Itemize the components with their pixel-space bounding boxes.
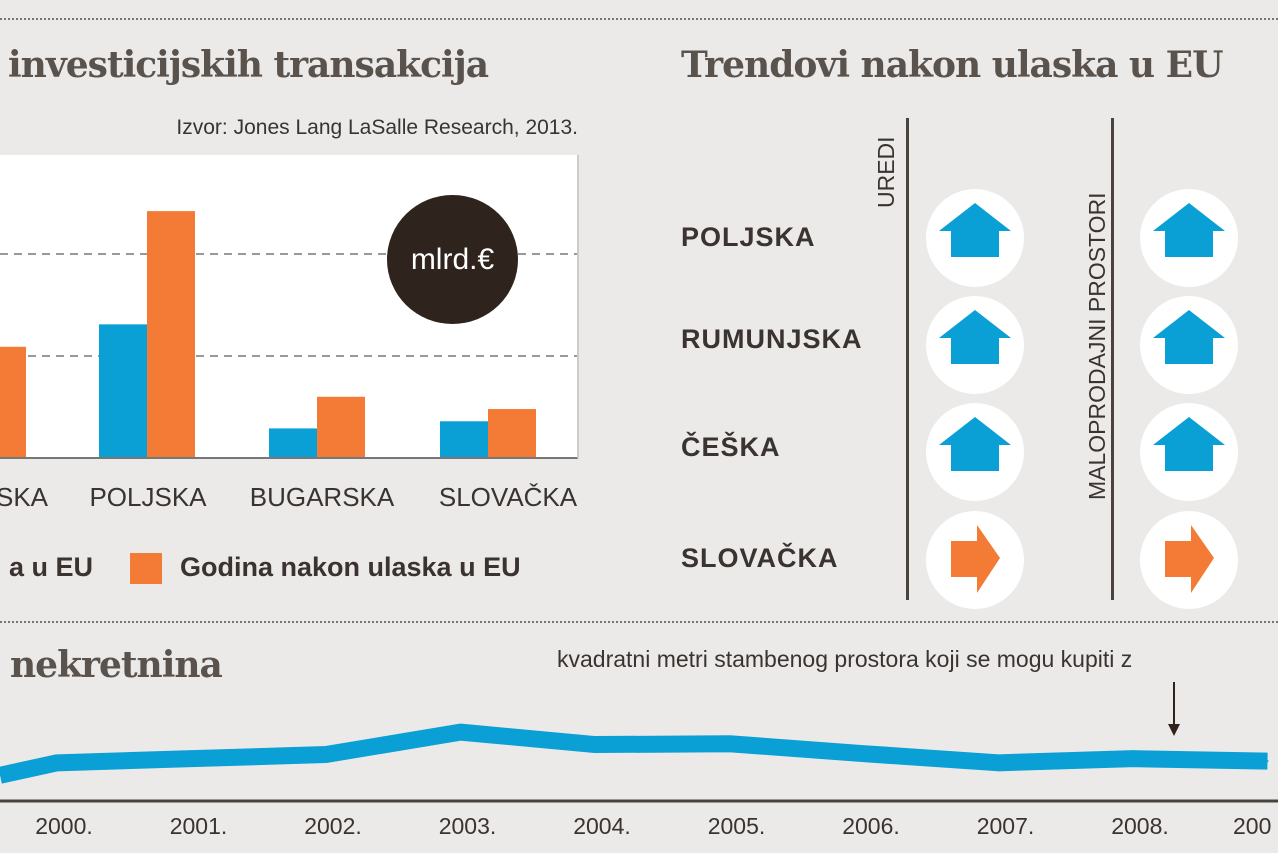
- category-label: BUGARSKA: [249, 482, 395, 512]
- arrow-up-icon: [1153, 417, 1225, 471]
- line-chart: [0, 682, 1278, 803]
- year-tick-label: 2005.: [707, 813, 766, 839]
- line-point: [728, 742, 731, 745]
- category-label: SKA: [0, 482, 49, 512]
- country-label: SLOVAČKA: [681, 543, 839, 573]
- trend-circle: [926, 511, 1024, 609]
- bar-before: [99, 324, 147, 458]
- line-point: [997, 761, 1000, 764]
- bar-chart: [0, 155, 579, 459]
- year-tick-label: 2004.: [573, 813, 631, 839]
- bar-after: [0, 346, 26, 458]
- year-tick-label: 2001.: [169, 813, 228, 839]
- trends-title: Trendovi nakon ulaska u EU: [681, 44, 1223, 86]
- uredi-divider: [906, 118, 909, 600]
- bar-after: [317, 396, 365, 458]
- trend-circle: [1140, 189, 1238, 287]
- category-label: SLOVAČKA: [438, 482, 578, 512]
- year-tick-label: 2006.: [842, 813, 900, 839]
- maloprodajni-divider: [1111, 118, 1114, 600]
- arrow-right-icon: [1165, 525, 1214, 593]
- category-label: POLJSKA: [89, 482, 207, 512]
- legend-after-swatch: [130, 553, 162, 584]
- year-tick-label: 2008.: [1111, 813, 1169, 839]
- section-divider: [0, 621, 1278, 623]
- bar-after: [488, 409, 536, 458]
- top-divider: [0, 18, 1278, 20]
- trend-circle: [926, 189, 1024, 287]
- line-point: [459, 731, 462, 734]
- country-label: RUMUNJSKA: [681, 324, 863, 354]
- trend-circle: [926, 296, 1024, 394]
- arrow-right-icon: [951, 525, 1000, 593]
- arrow-up-icon: [939, 310, 1011, 364]
- line-series: [0, 723, 1268, 784]
- country-label: ČEŠKA: [681, 432, 781, 462]
- line-point: [594, 743, 596, 746]
- trend-circle: [926, 403, 1024, 501]
- year-tick-label: 2007.: [976, 813, 1035, 839]
- country-label: POLJSKA: [681, 222, 816, 252]
- line-point: [1266, 760, 1269, 763]
- line-point: [863, 752, 865, 755]
- trend-circle: [1140, 403, 1238, 501]
- arrow-up-icon: [1153, 203, 1225, 257]
- column-header-uredi: UREDI: [873, 136, 899, 208]
- bar-after: [147, 211, 195, 458]
- unit-badge-text: mlrd.€: [410, 242, 495, 276]
- arrow-up-icon: [939, 203, 1011, 257]
- annotation-arrow-head: [1168, 724, 1180, 736]
- year-tick-label: 200: [1233, 813, 1272, 839]
- trend-circle: [1140, 296, 1238, 394]
- line-point: [56, 761, 58, 764]
- year-tick-label: 2003.: [438, 813, 497, 839]
- bar-before: [440, 421, 488, 458]
- arrow-up-icon: [939, 417, 1011, 471]
- legend-after-label: Godina nakon ulaska u EU: [180, 552, 521, 582]
- year-tick-label: 2002.: [304, 813, 362, 839]
- unit-badge: mlrd.€: [387, 195, 518, 324]
- source-note: Izvor: Jones Lang LaSalle Research, 2013…: [176, 116, 578, 139]
- trend-circle: [1140, 511, 1238, 609]
- bar-before: [269, 428, 317, 458]
- line-annotation: kvadratni metri stambenog prostora koji …: [557, 646, 1133, 672]
- column-header-maloprodajni: MALOPRODAJNI PROSTORI: [1084, 192, 1110, 500]
- line-point: [190, 757, 193, 760]
- line-point: [1132, 757, 1134, 760]
- line-point: [325, 753, 327, 756]
- year-tick-label: 2000.: [35, 813, 93, 839]
- arrow-up-icon: [1153, 310, 1225, 364]
- bar-chart-title: investicijskih transakcija: [8, 44, 489, 86]
- legend-before-label: a u EU: [8, 552, 93, 582]
- line-chart-title: nekretnina: [10, 644, 223, 686]
